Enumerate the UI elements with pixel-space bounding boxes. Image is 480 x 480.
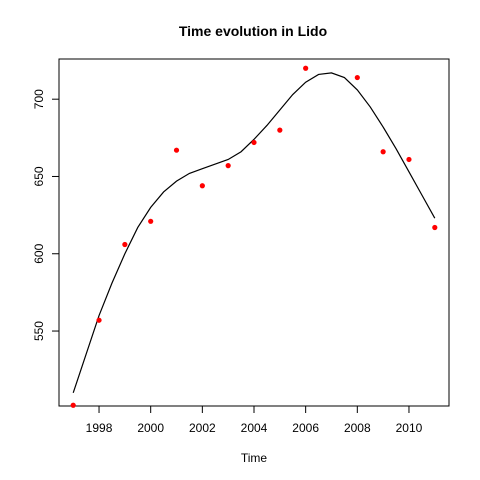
data-point xyxy=(173,147,180,153)
data-point xyxy=(303,65,309,71)
chart-title: Time evolution in Lido xyxy=(179,23,327,39)
data-point xyxy=(96,317,102,323)
x-axis-label: Time xyxy=(241,451,268,465)
data-point xyxy=(225,163,231,169)
x-axis: 1998 2000 2002 2004 2006 2008 2010 xyxy=(86,405,423,435)
x-tick-label: 2010 xyxy=(396,421,423,435)
data-point xyxy=(406,156,412,163)
x-tick-label: 2004 xyxy=(241,421,268,435)
data-point xyxy=(148,218,154,224)
smooth-trend-line xyxy=(72,72,436,394)
y-tick-label: 600 xyxy=(32,243,46,263)
data-point xyxy=(380,149,386,155)
y-tick-label: 550 xyxy=(32,321,46,341)
data-point xyxy=(70,402,76,408)
data-point xyxy=(354,74,360,81)
data-point xyxy=(432,224,438,231)
x-tick-label: 2002 xyxy=(189,421,216,435)
x-tick-label: 2008 xyxy=(344,421,371,435)
x-tick-label: 2006 xyxy=(292,421,319,435)
x-tick-label: 2000 xyxy=(137,421,164,435)
x-tick-label: 1998 xyxy=(86,421,113,435)
plot-frame xyxy=(58,58,450,407)
data-point xyxy=(199,183,205,189)
y-tick-label: 700 xyxy=(32,89,46,109)
data-point xyxy=(251,139,257,146)
data-point xyxy=(122,241,128,248)
y-axis: 550 600 650 700 xyxy=(32,89,60,341)
y-tick-label: 650 xyxy=(32,166,46,186)
data-points xyxy=(70,65,438,408)
data-point xyxy=(277,127,283,133)
